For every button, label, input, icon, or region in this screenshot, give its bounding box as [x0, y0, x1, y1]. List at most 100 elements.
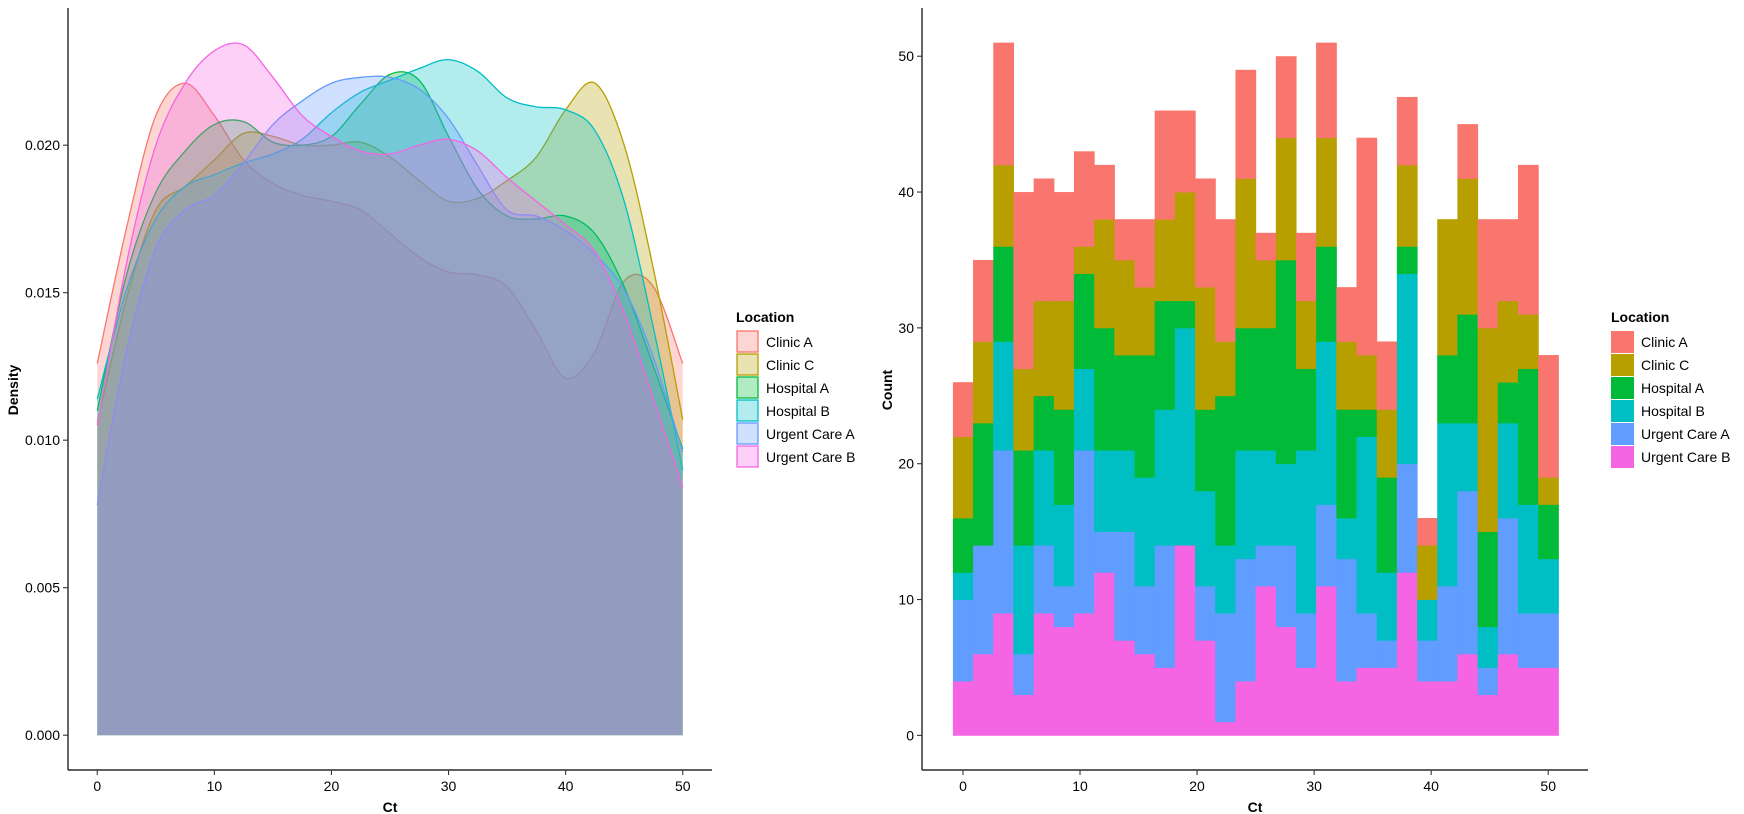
histogram-bar-clinic-c: [952, 436, 974, 519]
histogram-bar-clinic-a: [1013, 192, 1035, 370]
histogram-bar-urgent-care-b: [1477, 694, 1499, 736]
histogram-legend-key: [1611, 354, 1634, 376]
density-legend-label: Clinic A: [766, 334, 813, 350]
histogram-bar-clinic-a: [1477, 219, 1499, 329]
histogram-bar-hospital-a: [1154, 300, 1176, 410]
histogram-x-tick-label: 50: [1540, 778, 1556, 794]
histogram-bar-hospital-a: [1477, 531, 1499, 628]
density-legend-key: [736, 422, 759, 445]
density-legend-label: Urgent Care A: [766, 426, 855, 442]
histogram-bar-clinic-c: [1033, 300, 1055, 397]
histogram-bar-urgent-care-b: [1235, 681, 1257, 736]
histogram-bar-hospital-a: [1174, 300, 1196, 329]
histogram-legend-key: [1611, 400, 1634, 422]
histogram-bar-hospital-a: [1336, 409, 1358, 519]
histogram-bar-urgent-care-b: [952, 681, 974, 736]
histogram-bar-hospital-a: [1033, 395, 1055, 451]
histogram-bar-clinic-a: [1518, 164, 1539, 315]
density-legend-key: [736, 445, 759, 468]
density-line-urgent-care-a: [96, 75, 684, 506]
histogram-legend-label: Clinic C: [1641, 357, 1689, 373]
density-x-tick-label: 40: [558, 778, 574, 794]
histogram-bar-hospital-b: [1235, 450, 1257, 560]
histogram-bar-hospital-b: [1073, 368, 1095, 451]
histogram-bar-clinic-c: [1437, 219, 1458, 356]
histogram-bar-urgent-care-b: [1518, 667, 1539, 736]
histogram-bar-hospital-b: [1033, 450, 1055, 546]
histogram-y-tick-label: 20: [898, 456, 914, 472]
histogram-legend-key: [1611, 423, 1634, 445]
histogram-bar-urgent-care-a: [1295, 613, 1317, 668]
histogram-bar-clinic-c: [1174, 192, 1196, 302]
histogram-x-tick-label: 20: [1189, 778, 1205, 794]
histogram-bar-clinic-c: [1316, 137, 1337, 247]
histogram-bar-hospital-b: [952, 572, 974, 600]
histogram-bar-urgent-care-b: [1174, 545, 1196, 736]
histogram-bar-clinic-c: [1538, 477, 1559, 505]
histogram-bar-urgent-care-a: [1457, 490, 1479, 655]
histogram-bar-hospital-a: [1235, 327, 1257, 451]
histogram-bar-clinic-a: [952, 382, 974, 437]
histogram-bar-clinic-a: [1094, 164, 1115, 220]
histogram-bar-urgent-care-b: [1457, 653, 1479, 736]
histogram-bar-urgent-care-a: [1417, 640, 1438, 682]
histogram-bar-clinic-c: [1114, 259, 1136, 356]
histogram-bar-urgent-care-b: [1316, 585, 1337, 736]
histogram-bar-hospital-a: [1295, 368, 1317, 451]
histogram-bar-clinic-a: [973, 259, 994, 342]
histogram-bar-hospital-a: [1457, 314, 1479, 424]
histogram-bar-hospital-a: [1275, 259, 1297, 465]
histogram-bar-urgent-care-a: [1396, 463, 1418, 573]
density-legend-label: Urgent Care B: [766, 449, 855, 465]
histogram-bar-hospital-a: [973, 422, 994, 546]
histogram-bar-clinic-c: [993, 164, 1015, 247]
histogram-bar-hospital-a: [993, 246, 1015, 342]
density-y-tick-label: 0.020: [25, 137, 60, 153]
histogram-bar-hospital-b: [1094, 450, 1115, 533]
density-legend-label: Hospital B: [766, 403, 830, 419]
histogram-bar-hospital-a: [1255, 327, 1277, 451]
histogram-bar-urgent-care-b: [1538, 667, 1559, 736]
histogram-bar-urgent-care-b: [1356, 667, 1378, 736]
density-legend: Location Clinic A Clinic C Hospital A Hospi…: [736, 309, 855, 468]
histogram-bar-urgent-care-a: [1033, 545, 1055, 614]
histogram-bar-clinic-a: [1396, 96, 1418, 166]
histogram-bar-urgent-care-b: [1114, 640, 1136, 736]
histogram-bar-urgent-care-b: [1033, 613, 1055, 736]
histogram-bar-hospital-a: [1134, 355, 1156, 478]
density-x-tick-label: 30: [441, 778, 457, 794]
histogram-bar-urgent-care-b: [1417, 681, 1438, 736]
density-area-hospital-a: [97, 71, 683, 736]
histogram-bar-clinic-a: [1215, 219, 1236, 342]
density-line-urgent-care-b: [96, 42, 684, 488]
histogram-bar-urgent-care-a: [1336, 558, 1358, 682]
histogram-legend-key: [1611, 331, 1634, 353]
histogram-legend-title: Location: [1611, 309, 1669, 325]
density-legend-key: [736, 399, 759, 422]
histogram-bar-urgent-care-a: [1275, 545, 1297, 628]
histogram-bar-clinic-c: [1497, 300, 1519, 383]
histogram-legend-label: Clinic A: [1641, 334, 1688, 350]
histogram-legend-label: Hospital B: [1641, 403, 1705, 419]
histogram-bar-urgent-care-a: [1538, 613, 1559, 668]
density-legend-key: [736, 330, 759, 353]
histogram-bar-hospital-b: [1497, 422, 1519, 519]
histogram-bar-hospital-b: [1134, 477, 1156, 587]
histogram-bar-urgent-care-a: [1013, 653, 1035, 696]
histogram-bar-hospital-a: [1376, 477, 1398, 573]
density-legend-key: [736, 376, 759, 399]
histogram-bar-clinic-a: [1033, 178, 1055, 302]
histogram-bar-clinic-a: [1336, 287, 1358, 342]
histogram-legend-label: Urgent Care A: [1641, 426, 1730, 442]
histogram-bar-urgent-care-b: [1134, 653, 1156, 736]
histogram-chart: 0 10 20 30 40 50 0 10 20 30 40 50 Location Clinic A…: [879, 8, 1730, 814]
histogram-bar-urgent-care-a: [1437, 585, 1458, 682]
histogram-bar-hospital-b: [1376, 572, 1398, 641]
histogram-bar-hospital-b: [1215, 545, 1236, 614]
density-chart: 0 10 20 30 40 50 0.000 0.005 0.010 0.015 0.020 Loc…: [5, 8, 855, 814]
histogram-y-tick-label: 40: [898, 184, 914, 200]
histogram-bar-urgent-care-b: [1013, 694, 1035, 736]
histogram-legend-label: Urgent Care B: [1641, 449, 1730, 465]
histogram-legend-key: [1611, 377, 1634, 399]
histogram-bar-urgent-care-a: [1154, 545, 1176, 668]
